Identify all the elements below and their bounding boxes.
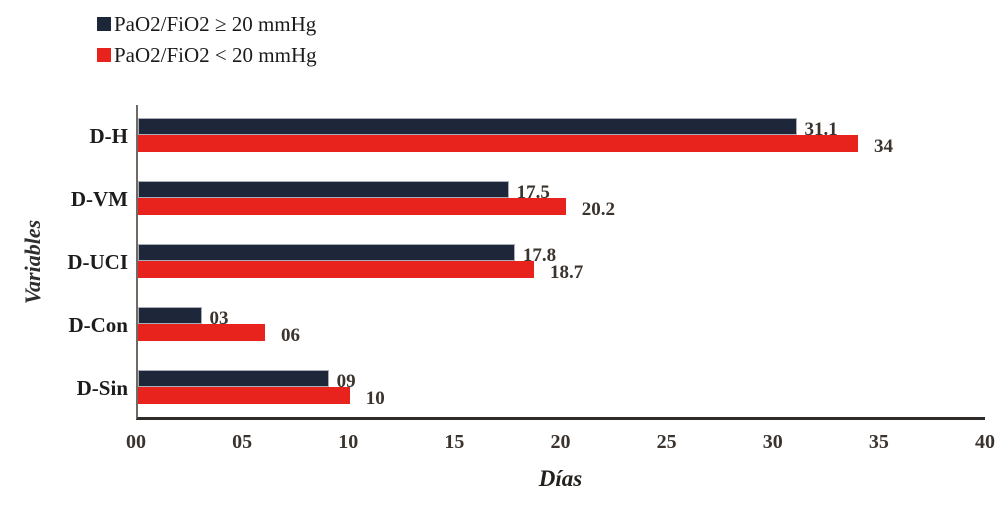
- bar-group-d-con: 03 06: [138, 294, 985, 357]
- legend-swatch-icon: [97, 47, 111, 62]
- x-axis-tick: 30: [762, 431, 783, 453]
- bar-value-label: 34: [873, 136, 893, 157]
- category-label: D-UCI: [67, 250, 128, 274]
- bar-series-1: [138, 135, 858, 152]
- category-label: D-H: [89, 124, 129, 148]
- x-axis-tick: 25: [656, 431, 677, 453]
- bar-line: 17.8: [138, 244, 985, 266]
- x-axis-title: Días: [538, 466, 583, 491]
- bar-value-label: 06: [281, 325, 301, 346]
- bar-line: 03: [138, 307, 985, 329]
- bar-series-0: [138, 118, 797, 135]
- category-label: D-Sin: [76, 376, 128, 400]
- bar-line: 31.1: [138, 118, 985, 140]
- bar-group-d-h: 31.1 34: [138, 105, 985, 168]
- bar-value-label: 31.1: [804, 119, 838, 140]
- category-label: D-VM: [70, 187, 128, 211]
- x-axis-tick: 05: [232, 431, 253, 453]
- bar-series-1: [138, 198, 566, 215]
- bar-series-0: [138, 244, 515, 261]
- bar-value-label: 20.2: [581, 199, 615, 220]
- bar-group-d-uci: 17.8 18.7: [138, 231, 985, 294]
- x-axis-tick: 00: [126, 431, 146, 453]
- bar-group-d-vm: 17.5 20.2: [138, 168, 985, 231]
- bar-series-1: [138, 261, 534, 278]
- chart-legend: PaO2/FiO2 ≥ 20 mmHg PaO2/FiO2 < 20 mmHg: [97, 8, 317, 70]
- bar-value-label: 09: [336, 371, 356, 392]
- bar-series-0: [138, 370, 329, 387]
- bar-line: 09: [138, 370, 985, 392]
- x-axis-tick: 35: [868, 431, 889, 453]
- category-label: D-Con: [68, 313, 128, 337]
- bar-value-label: 03: [209, 308, 229, 329]
- bar-line: 10: [138, 387, 985, 409]
- bar-line: 20.2: [138, 198, 985, 220]
- x-axis-tick-labels: 00 05 10 15 20 25 30 35 40: [126, 431, 995, 457]
- bar-line: 34: [138, 135, 985, 157]
- bar-value-label: 17.5: [516, 182, 550, 203]
- x-axis-tick: 40: [975, 431, 995, 453]
- bar-line: 18.7: [138, 261, 985, 283]
- bar-value-label: 17.8: [522, 245, 557, 266]
- plot-area: 31.1 34 17.5 20.2 17.8 18.7 03 06 09 10: [136, 105, 985, 420]
- bar-group-d-sin: 09 10: [138, 357, 985, 420]
- legend-item-series-0: PaO2/FiO2 ≥ 20 mmHg: [97, 8, 317, 39]
- bar-value-label: 18.7: [549, 262, 584, 283]
- legend-item-series-1: PaO2/FiO2 < 20 mmHg: [97, 39, 317, 70]
- bar-series-1: [138, 387, 350, 404]
- legend-swatch-icon: [97, 16, 111, 31]
- legend-label: PaO2/FiO2 < 20 mmHg: [114, 42, 317, 67]
- x-axis-tick: 20: [550, 431, 571, 453]
- bar-series-0: [138, 307, 202, 324]
- bar-line: 17.5: [138, 181, 985, 203]
- bar-series-0: [138, 181, 509, 198]
- bar-line: 06: [138, 324, 985, 346]
- y-axis-category-labels: D-H D-VM D-UCI D-Con D-Sin: [40, 105, 128, 420]
- legend-label: PaO2/FiO2 ≥ 20 mmHg: [114, 11, 317, 36]
- x-axis-tick: 15: [444, 431, 465, 453]
- bar-value-label: 10: [365, 388, 385, 409]
- x-axis-tick: 10: [338, 431, 359, 453]
- bar-series-1: [138, 324, 266, 341]
